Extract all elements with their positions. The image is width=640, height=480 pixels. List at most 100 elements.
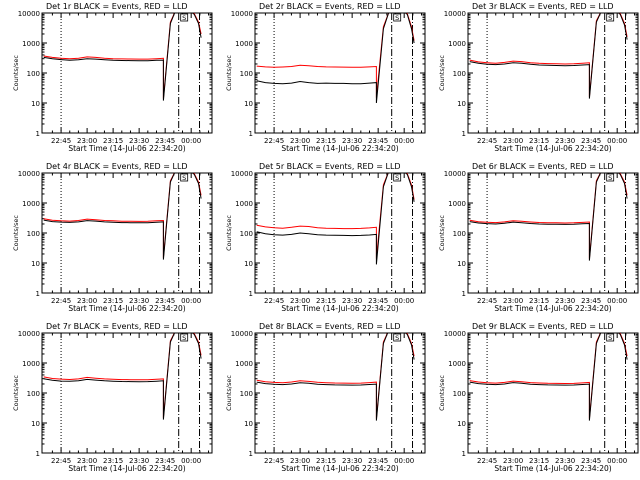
x-tick-label: 23:45 [581, 457, 601, 465]
y-tick-label: 1000 [448, 200, 466, 208]
x-tick-label: 23:45 [581, 297, 601, 305]
y-tick-label: 10 [244, 260, 253, 268]
events-series-line [43, 173, 202, 260]
x-tick-label: 22:45 [477, 297, 497, 305]
saa-marker-label: S [395, 14, 399, 22]
y-tick-label: 100 [240, 70, 253, 78]
x-tick-label: 22:45 [51, 457, 71, 465]
lld-series-line [256, 13, 415, 98]
y-axis-label: Counts/sec [438, 55, 446, 91]
x-tick-label: 22:45 [477, 457, 497, 465]
x-tick-label: 23:15 [103, 457, 123, 465]
x-tick-label: 23:15 [529, 457, 549, 465]
x-tick-label: 22:45 [51, 297, 71, 305]
detector-panel: Det 3r BLACK = Events, RED = LLD 1 10 100 10… [438, 2, 639, 153]
x-tick-label: 23:30 [555, 297, 575, 305]
x-tick-label: 23:00 [77, 457, 97, 465]
x-tick-label: 22:45 [477, 137, 497, 145]
x-tick-label: 23:30 [129, 297, 149, 305]
x-tick-label: 23:00 [290, 457, 310, 465]
y-tick-label: 10000 [231, 330, 253, 338]
y-axis-label: Counts/sec [438, 375, 446, 411]
saa-marker-box [393, 333, 402, 342]
detector-panel: Det 1r BLACK = Events, RED = LLD 1 10 100 10… [12, 2, 213, 153]
panel-title: Det 4r BLACK = Events, RED = LLD [46, 162, 188, 171]
x-tick-label: 23:45 [155, 457, 175, 465]
saa-marker-label: S [395, 174, 399, 182]
y-axis-label: Counts/sec [12, 375, 20, 411]
x-tick-label: 23:00 [503, 137, 523, 145]
x-tick-label: 23:00 [290, 137, 310, 145]
y-tick-label: 1000 [448, 40, 466, 48]
saa-marker-label: S [182, 334, 186, 342]
y-tick-label: 10000 [231, 10, 253, 18]
saa-marker-box [180, 333, 189, 342]
y-tick-label: 1000 [235, 40, 253, 48]
x-tick-label: 23:00 [77, 137, 97, 145]
x-tick-label: 23:30 [129, 137, 149, 145]
saa-marker-box [393, 173, 402, 182]
x-axis-label: Start Time (14-Jul-06 22:34:20) [68, 464, 185, 473]
events-series-line [469, 13, 628, 99]
y-tick-label: 100 [453, 390, 466, 398]
y-tick-label: 10 [457, 100, 466, 108]
lld-series-line [256, 333, 415, 419]
y-tick-label: 1000 [22, 360, 40, 368]
x-tick-label: 23:15 [316, 457, 336, 465]
detector-panel: Det 8r BLACK = Events, RED = LLD 1 10 100 10… [225, 322, 426, 473]
y-axis-label: Counts/sec [225, 55, 233, 91]
x-axis-label: Start Time (14-Jul-06 22:34:20) [494, 144, 611, 153]
x-axis-label: Start Time (14-Jul-06 22:34:20) [281, 464, 398, 473]
plot-frame [254, 172, 426, 294]
y-tick-label: 100 [27, 70, 40, 78]
plot-frame [41, 332, 213, 454]
panel-title: Det 7r BLACK = Events, RED = LLD [46, 322, 188, 331]
x-tick-label: 23:45 [368, 297, 388, 305]
saa-marker-label: S [182, 14, 186, 22]
events-series-line [43, 13, 202, 101]
x-tick-label: 23:00 [290, 297, 310, 305]
x-tick-label: 00:00 [607, 457, 627, 465]
y-tick-label: 10000 [231, 170, 253, 178]
x-tick-label: 23:45 [368, 137, 388, 145]
x-tick-label: 23:00 [503, 457, 523, 465]
y-tick-label: 1000 [235, 360, 253, 368]
y-tick-label: 10 [457, 420, 466, 428]
y-tick-label: 1 [249, 130, 253, 138]
x-tick-label: 23:15 [103, 297, 123, 305]
lld-series-line [43, 173, 202, 258]
y-axis-label: Counts/sec [225, 375, 233, 411]
panel-title: Det 8r BLACK = Events, RED = LLD [259, 322, 401, 331]
lld-series-line [43, 333, 202, 418]
y-tick-label: 10 [457, 260, 466, 268]
x-tick-label: 23:30 [129, 457, 149, 465]
events-series-line [469, 173, 628, 261]
y-tick-label: 10000 [18, 330, 40, 338]
saa-marker-label: S [608, 334, 612, 342]
saa-marker-label: S [182, 174, 186, 182]
x-tick-label: 23:45 [155, 297, 175, 305]
y-tick-label: 1 [36, 130, 40, 138]
x-tick-label: 23:15 [316, 297, 336, 305]
y-tick-label: 10000 [444, 170, 466, 178]
plot-frame [41, 172, 213, 294]
x-tick-label: 23:30 [342, 137, 362, 145]
x-tick-label: 23:45 [155, 137, 175, 145]
y-tick-label: 100 [240, 230, 253, 238]
x-tick-label: 23:15 [103, 137, 123, 145]
panel-title: Det 5r BLACK = Events, RED = LLD [259, 162, 401, 171]
x-tick-label: 23:15 [316, 137, 336, 145]
y-tick-label: 1 [462, 290, 466, 298]
y-tick-label: 10000 [18, 170, 40, 178]
lld-series-line [469, 13, 628, 97]
panel-title: Det 1r BLACK = Events, RED = LLD [46, 2, 188, 11]
lld-series-line [469, 333, 628, 419]
y-tick-label: 1 [462, 450, 466, 458]
x-tick-label: 00:00 [607, 137, 627, 145]
x-tick-label: 23:30 [342, 297, 362, 305]
saa-marker-box [606, 13, 615, 22]
events-series-line [43, 333, 202, 420]
detector-panel: Det 2r BLACK = Events, RED = LLD 1 10 100 10… [225, 2, 426, 153]
y-tick-label: 1000 [22, 40, 40, 48]
x-tick-label: 23:30 [555, 457, 575, 465]
